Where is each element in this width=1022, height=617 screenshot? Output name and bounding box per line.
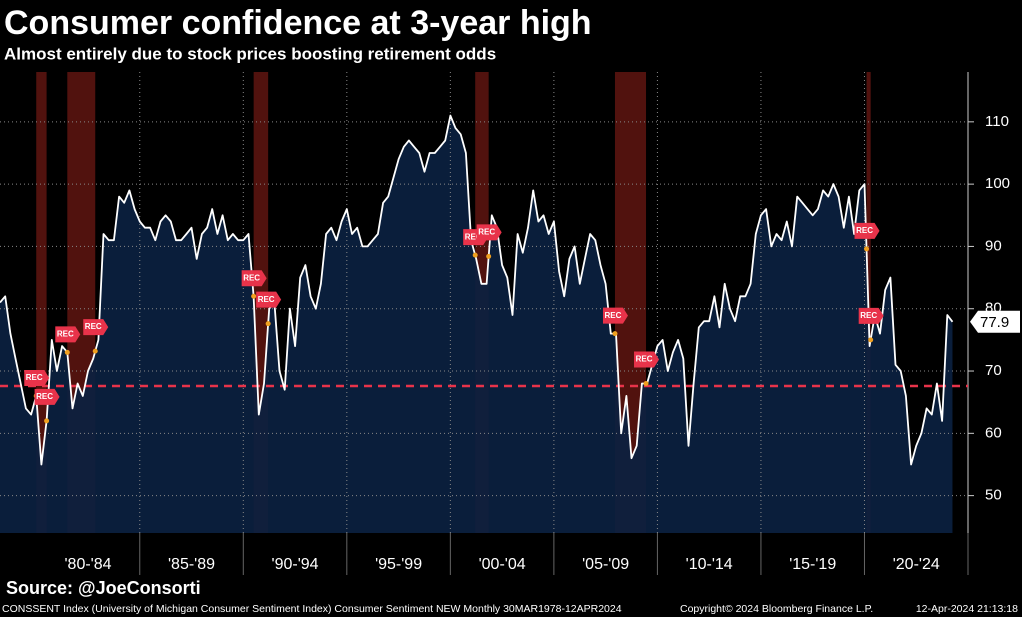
recession-tag-label: REC [636,355,653,364]
recession-dot [486,253,492,259]
recession-tag-label: REC [26,373,43,382]
area [0,115,953,533]
recession-dot [265,321,271,327]
footer-left: CONSSENT Index (University of Michigan C… [2,603,622,615]
recession-tag [602,307,628,324]
recession-dot [612,331,618,337]
recession-tag [55,326,81,343]
recession-tag-label: REC [478,228,495,237]
x-tick-label: '80-'84 [64,556,111,573]
y-tick-label: 100 [985,175,1010,192]
source: Source: @JoeConsorti [6,578,201,598]
x-tick-label: '15-'19 [789,556,836,573]
x-tick-label: '85-'89 [168,556,215,573]
recession-tag-label: REC [465,232,482,241]
recession-tag-label: REC [860,311,877,320]
chart-title: Consumer confidence at 3-year high [4,4,592,42]
x-tick-label: '10-'14 [686,556,733,573]
line [0,114,954,466]
recession-tag [24,369,50,386]
recession-tag-label: REC [258,295,275,304]
recession-tag [854,222,880,239]
recession-dot [472,252,478,258]
x-tick-label: '05-'09 [582,556,629,573]
recession-tag [476,224,502,241]
y-tick-label: 60 [985,424,1002,441]
recession-tag-label: REC [243,273,260,282]
x-tick-label: '90-'94 [272,556,319,573]
recession-tag-label: REC [57,329,74,338]
last-value-label: 77.9 [980,314,1009,331]
y-tick-label: 50 [985,487,1002,504]
recession-dot [868,337,874,343]
recession-tag [256,291,282,308]
footer-date: 12-Apr-2024 21:13:18 [916,603,1018,615]
y-tick-label: 90 [985,237,1002,254]
recession-tag-label: REC [856,226,873,235]
recession-tag-label: REC [85,322,102,331]
x-tick-label: '95-'99 [375,556,422,573]
recession-dot [64,349,70,355]
recession-dot [92,348,98,354]
recession-dot [251,293,257,299]
chart-subtitle: Almost entirely due to stock prices boos… [4,44,496,63]
recession-tag-label: REC [605,311,622,320]
recession-dot [643,380,649,386]
recession-tag [83,319,109,336]
recession-band [36,72,47,533]
last-value-box [970,310,1020,333]
recession-tag [634,351,660,368]
recession-tag [34,388,60,405]
recession-tag [858,307,884,324]
recession-tag-label: REC [36,392,53,401]
y-tick-label: 110 [985,113,1009,130]
x-tick-label: '20-'24 [893,556,940,573]
footer-copyright: Copyright© 2024 Bloomberg Finance L.P. [680,603,873,615]
y-tick-label: 70 [985,362,1002,379]
x-tick-label: '00-'04 [479,556,526,573]
recession-dot [44,418,50,424]
recession-dot [864,246,870,252]
recession-tag [241,270,267,287]
